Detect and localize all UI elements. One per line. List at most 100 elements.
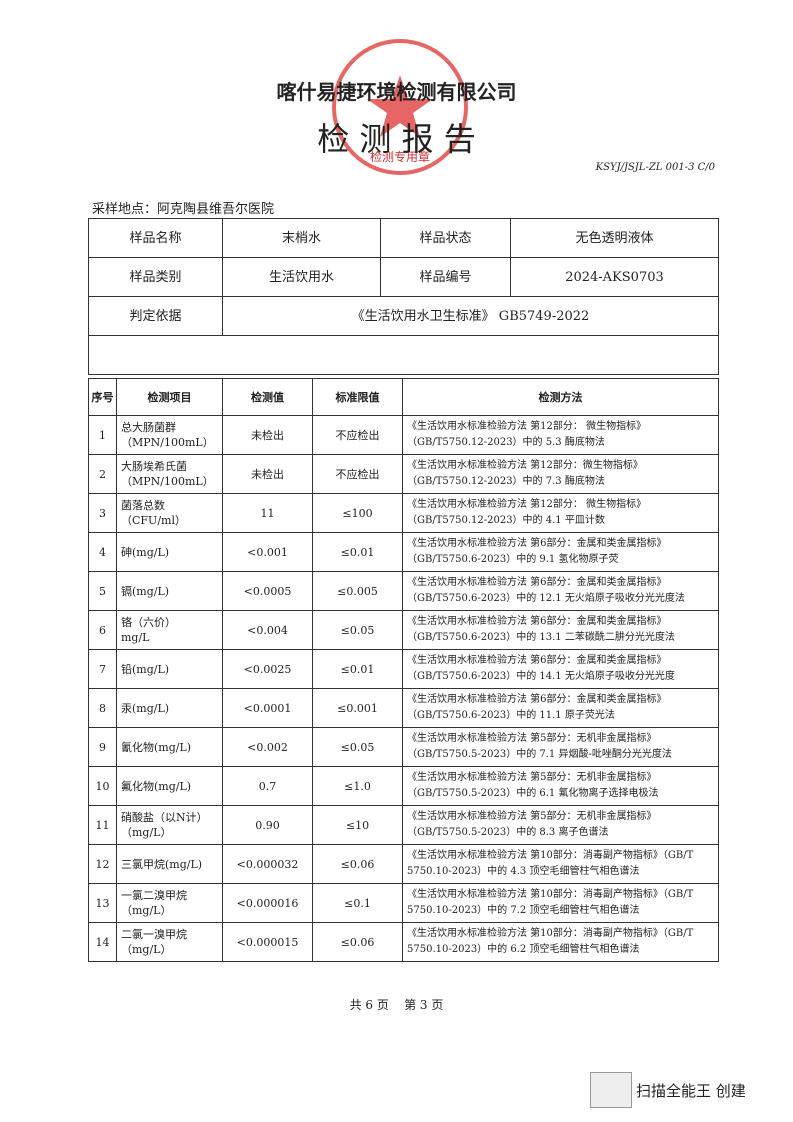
cell-line: 氰化物(mg/L) xyxy=(121,740,192,754)
cell-line: 12 xyxy=(95,857,110,871)
value-cell: 未检出 xyxy=(222,454,313,494)
cell-line: 5750.10-2023）中的 6.2 顶空毛细管柱气相色谱法 xyxy=(407,944,640,955)
cell-line: 《生活饮用水标准检验方法 第10部分：消毒副产物指标》（GB/T xyxy=(407,850,694,861)
result-row: 13 一氯二溴甲烷 （mg/L） <0.000016 ≤0.1 《生活饮用水标准检验方法 … xyxy=(88,883,719,923)
cell-line: 2024-AKS0703 xyxy=(565,269,664,285)
page-footer: 共 6 页 第 3 页 xyxy=(349,998,444,1012)
no-cell: 12 xyxy=(88,844,117,884)
value-cell: <0.0001 xyxy=(222,688,313,728)
cell-line: 3 xyxy=(99,506,106,520)
item-cell: 铬（六价） mg/L xyxy=(116,610,223,650)
cell-line: （GB/T5750.12-2023）中的 5.3 酶底物法 xyxy=(407,437,605,448)
item-cell: 一氯二溴甲烷 （mg/L） xyxy=(116,883,223,923)
value-cell: <0.0025 xyxy=(222,649,313,689)
value-cell: <0.001 xyxy=(222,532,313,572)
cell-line: 铅(mg/L) xyxy=(121,662,170,676)
info-cell: 样品名称 xyxy=(88,218,223,258)
cell-line: 不应检出 xyxy=(335,428,380,442)
result-row: 8 汞(mg/L) <0.0001 ≤0.001 《生活饮用水标准检验方法 第6部分：金… xyxy=(88,688,719,728)
result-row: 1 总大肠菌群 （MPN/100mL） 未检出 不应检出 《生活饮用水标准检验方法 第12… xyxy=(88,415,719,455)
cell-line: 不应检出 xyxy=(335,467,380,481)
cell-line: 0.90 xyxy=(255,818,280,832)
value-cell: 11 xyxy=(222,493,313,533)
limit-cell: ≤0.1 xyxy=(312,883,403,923)
cell-line: （GB/T5750.12-2023）中的 4.1 平皿计数 xyxy=(407,515,605,526)
info-cell: 样品状态 xyxy=(380,218,511,258)
no-cell: 4 xyxy=(88,532,117,572)
info-cell: 2024-AKS0703 xyxy=(510,257,719,297)
item-cell: 氟化物(mg/L) xyxy=(116,766,223,806)
result-row: 3 菌落总数 （CFU/ml） 11 ≤100 《生活饮用水标准检验方法 第12部分： 微… xyxy=(88,493,719,533)
info-row: 样品类别 生活饮用水 样品编号 2024-AKS0703 xyxy=(88,257,719,297)
result-row: 2 大肠埃希氏菌 （MPN/100mL） 未检出 不应检出 《生活饮用水标准检验方法 第1… xyxy=(88,454,719,494)
cell-line: 氟化物(mg/L) xyxy=(121,779,192,793)
method-cell: 《生活饮用水标准检验方法 第6部分：金属和类金属指标》 （GB/T5750.6-2… xyxy=(402,532,719,572)
cell-line: （GB/T5750.5-2023）中的 8.3 离子色谱法 xyxy=(407,827,609,838)
item-cell: 汞(mg/L) xyxy=(116,688,223,728)
cell-line: 生活饮用水 xyxy=(268,269,334,285)
header-row: 序号 检测项目 检测值 标准限值 检测方法 xyxy=(88,378,719,416)
method-cell: 《生活饮用水标准检验方法 第6部分：金属和类金属指标》 （GB/T5750.6-2… xyxy=(402,610,719,650)
method-cell: 《生活饮用水标准检验方法 第6部分：金属和类金属指标》 （GB/T5750.6-2… xyxy=(402,649,719,689)
cell-line: 《生活饮用水标准检验方法 第10部分：消毒副产物指标》（GB/T xyxy=(407,928,694,939)
no-cell: 9 xyxy=(88,727,117,767)
results-table: 序号 检测项目 检测值 标准限值 检测方法 1 总大肠菌群 （MPN/100mL） 未检出 不应检… xyxy=(88,378,719,962)
cell-line: （MPN/100mL） xyxy=(121,475,214,488)
cell-line: 《生活饮用水标准检验方法 第10部分：消毒副产物指标》（GB/T xyxy=(407,889,694,900)
item-cell: 大肠埃希氏菌 （MPN/100mL） xyxy=(116,454,223,494)
cell-line: 检测项目 xyxy=(147,390,192,404)
cell-line: （GB/T5750.5-2023）中的 6.1 氟化物离子选择电极法 xyxy=(407,788,659,799)
cell-line: 一氯二溴甲烷 xyxy=(121,889,187,902)
item-cell: 三氯甲烷(mg/L) xyxy=(116,844,223,884)
cell-line: （CFU/ml） xyxy=(121,514,186,527)
item-cell: 砷(mg/L) xyxy=(116,532,223,572)
cell-line: <0.0001 xyxy=(243,701,292,715)
cell-line: 三氯甲烷(mg/L) xyxy=(121,857,203,871)
method-cell: 《生活饮用水标准检验方法 第5部分：无机非金属指标》 （GB/T5750.5-20… xyxy=(402,805,719,845)
cell-line: ≤0.06 xyxy=(340,857,375,871)
no-cell: 2 xyxy=(88,454,117,494)
cell-line: ≤0.05 xyxy=(340,623,375,637)
method-cell: 《生活饮用水标准检验方法 第10部分：消毒副产物指标》（GB/T 5750.10-… xyxy=(402,883,719,923)
item-cell: 二氯一溴甲烷 （mg/L） xyxy=(116,922,223,962)
cell-line: 《生活饮用水标准检验方法 第6部分：金属和类金属指标》 xyxy=(407,694,667,705)
header-cell: 标准限值 xyxy=(312,378,403,416)
cell-line: 《生活饮用水标准检验方法 第6部分：金属和类金属指标》 xyxy=(407,616,667,627)
method-cell: 《生活饮用水标准检验方法 第6部分：金属和类金属指标》 （GB/T5750.6-2… xyxy=(402,688,719,728)
cell-line: 判定依据 xyxy=(129,308,182,324)
cell-line: <0.0025 xyxy=(243,662,292,676)
header-cell: 检测项目 xyxy=(116,378,223,416)
result-row: 12 三氯甲烷(mg/L) <0.000032 ≤0.06 《生活饮用水标准检验方法 第… xyxy=(88,844,719,884)
cell-line: <0.000032 xyxy=(236,857,299,871)
doc-code: KSYJ/JSJL-ZL 001-3 C/0 xyxy=(595,162,715,173)
limit-cell: ≤0.005 xyxy=(312,571,403,611)
blank-row xyxy=(88,335,719,375)
value-cell: <0.002 xyxy=(222,727,313,767)
cell-line: 菌落总数 xyxy=(121,499,165,512)
no-cell: 13 xyxy=(88,883,117,923)
cell-line: 镉(mg/L) xyxy=(121,584,170,598)
result-row: 6 铬（六价） mg/L <0.004 ≤0.05 《生活饮用水标准检验方法 第6部分：金… xyxy=(88,610,719,650)
limit-cell: ≤0.01 xyxy=(312,532,403,572)
cell-line: 汞(mg/L) xyxy=(121,701,170,715)
cell-line: 4 xyxy=(99,545,106,559)
cell-line: 总大肠菌群 xyxy=(121,421,176,434)
cell-line: （MPN/100mL） xyxy=(121,436,214,449)
result-row: 5 镉(mg/L) <0.0005 ≤0.005 《生活饮用水标准检验方法 第6部分：金… xyxy=(88,571,719,611)
cell-line: ≤0.001 xyxy=(337,701,378,715)
cell-line: 《生活饮用水标准检验方法 第6部分：金属和类金属指标》 xyxy=(407,655,667,666)
limit-cell: 不应检出 xyxy=(312,454,403,494)
cell-line: 《生活饮用水标准检验方法 第6部分：金属和类金属指标》 xyxy=(407,538,667,549)
cell-line: <0.004 xyxy=(247,623,288,637)
cell-line: ≤0.1 xyxy=(344,896,371,910)
cell-line: ≤10 xyxy=(345,818,370,832)
value-cell: <0.0005 xyxy=(222,571,313,611)
cell-line: 大肠埃希氏菌 xyxy=(121,460,187,473)
cell-line: （mg/L） xyxy=(121,826,172,839)
result-row: 9 氰化物(mg/L) <0.002 ≤0.05 《生活饮用水标准检验方法 第5部分：无… xyxy=(88,727,719,767)
cell-line: 《生活饮用水标准检验方法 第5部分：无机非金属指标》 xyxy=(407,811,657,822)
cell-line: 《生活饮用水标准检验方法 第5部分：无机非金属指标》 xyxy=(407,733,657,744)
cell-line: 《生活饮用水标准检验方法 第12部分： 微生物指标》 xyxy=(407,421,647,432)
stamp-label: 检测专用章 xyxy=(370,149,430,164)
